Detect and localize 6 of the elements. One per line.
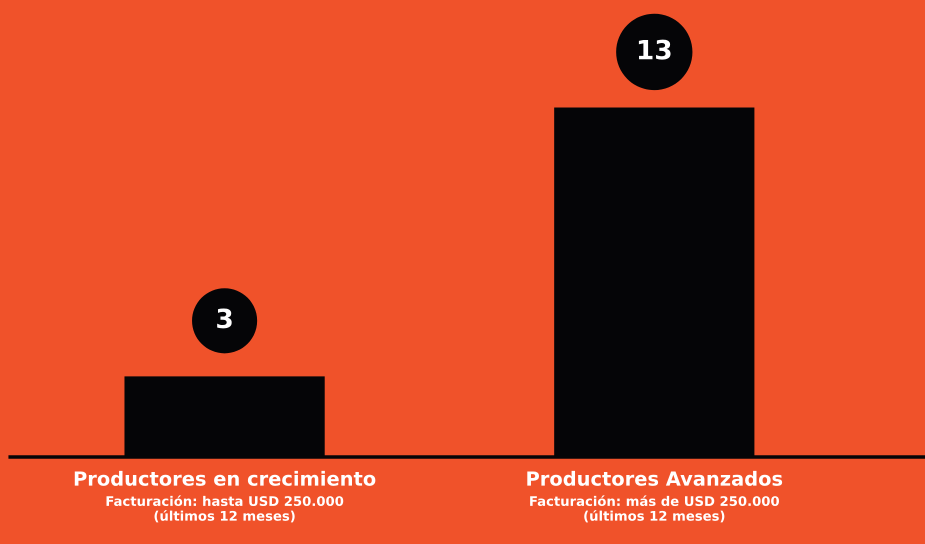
text: Facturación: más de USD 250.000 (últimos 12 meses) <box>530 495 780 522</box>
data-label: 3 <box>217 308 232 328</box>
x-tick-label: Productores Avanzados <box>527 470 782 486</box>
x-tick-label: Productores en crecimiento <box>74 470 376 486</box>
text: Facturación: hasta USD 250.000 (últimos 12 meses) <box>106 495 344 522</box>
data-label: 13 <box>638 40 671 60</box>
